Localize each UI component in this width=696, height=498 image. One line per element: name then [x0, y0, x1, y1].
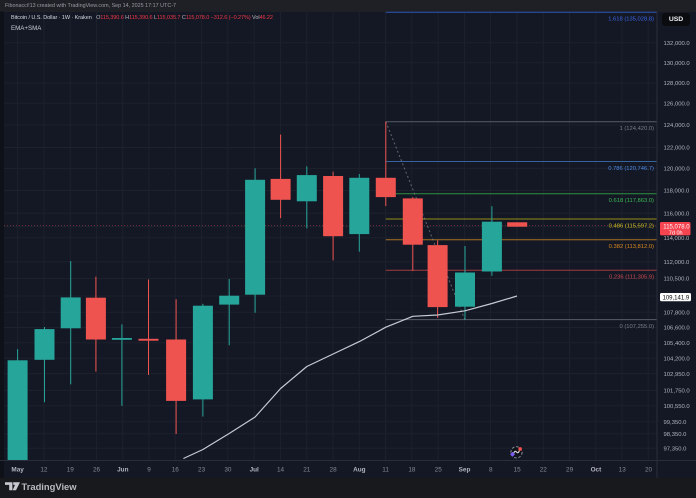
svg-text:19: 19: [67, 467, 75, 474]
svg-text:20: 20: [645, 467, 653, 474]
svg-text:105,400.0: 105,400.0: [664, 341, 691, 347]
svg-text:May: May: [11, 467, 24, 474]
svg-text:100,550.0: 100,550.0: [664, 404, 691, 410]
svg-text:21: 21: [303, 467, 311, 474]
svg-text:104,200.0: 104,200.0: [664, 356, 691, 362]
svg-text:118,000.0: 118,000.0: [664, 189, 690, 195]
svg-text:106,600.0: 106,600.0: [664, 326, 691, 332]
svg-text:122,000.0: 122,000.0: [664, 146, 691, 152]
svg-text:101,750.0: 101,750.0: [664, 389, 691, 395]
svg-text:0.486 (115,597.2): 0.486 (115,597.2): [609, 223, 654, 229]
svg-text:Oct: Oct: [591, 467, 603, 474]
svg-text:0.618 (117,863.0): 0.618 (117,863.0): [609, 198, 654, 204]
svg-text:120,000.0: 120,000.0: [664, 167, 691, 173]
svg-text:29: 29: [566, 467, 574, 474]
svg-text:9: 9: [147, 467, 151, 474]
svg-text:99,350.0: 99,350.0: [664, 420, 688, 426]
svg-text:114,000.0: 114,000.0: [664, 236, 690, 242]
svg-text:11: 11: [382, 467, 389, 474]
svg-text:TradingView: TradingView: [22, 481, 78, 492]
svg-text:116,000.0: 116,000.0: [664, 211, 690, 217]
svg-text:12: 12: [40, 467, 48, 474]
svg-text:124,000.0: 124,000.0: [664, 123, 691, 129]
svg-text:Jun: Jun: [117, 467, 128, 474]
svg-text:0.236 (111,305.9): 0.236 (111,305.9): [609, 275, 654, 281]
svg-text:0.786 (120,746.7): 0.786 (120,746.7): [608, 166, 654, 172]
svg-text:0.382 (113,812.0): 0.382 (113,812.0): [609, 244, 654, 250]
svg-text:128,000.0: 128,000.0: [664, 81, 691, 87]
svg-text:18: 18: [408, 467, 416, 474]
svg-text:130,000.0: 130,000.0: [664, 61, 691, 67]
svg-text:28: 28: [330, 467, 338, 474]
svg-text:107,800.0: 107,800.0: [664, 311, 691, 317]
svg-text:126,000.0: 126,000.0: [664, 101, 691, 107]
svg-text:7d 0h: 7d 0h: [669, 231, 683, 237]
svg-text:Jul: Jul: [250, 467, 259, 474]
svg-text:132,000.0: 132,000.0: [664, 41, 691, 47]
svg-text:23: 23: [198, 467, 206, 474]
svg-text:15: 15: [514, 467, 522, 474]
svg-text:22: 22: [540, 467, 548, 474]
svg-text:30: 30: [224, 467, 232, 474]
svg-text:13: 13: [619, 467, 627, 474]
svg-text:Aug: Aug: [353, 467, 366, 474]
svg-text:8: 8: [489, 467, 493, 474]
svg-text:Sep: Sep: [459, 467, 471, 474]
svg-text:1 (124,420.0): 1 (124,420.0): [620, 126, 655, 132]
svg-text:109,141.9: 109,141.9: [663, 296, 690, 302]
svg-text:115,078.0: 115,078.0: [663, 224, 690, 230]
svg-text:14: 14: [277, 467, 285, 474]
svg-text:1.618 (135,028.8): 1.618 (135,028.8): [608, 17, 654, 23]
svg-text:0 (107,255.0): 0 (107,255.0): [620, 324, 655, 330]
svg-text:97,350.0: 97,350.0: [664, 447, 688, 453]
svg-text:110,500.0: 110,500.0: [664, 277, 690, 283]
svg-text:102,950.0: 102,950.0: [664, 372, 691, 378]
svg-text:112,000.0: 112,000.0: [664, 260, 690, 266]
svg-text:98,350.0: 98,350.0: [664, 432, 688, 438]
svg-text:26: 26: [93, 467, 101, 474]
svg-text:25: 25: [435, 467, 443, 474]
svg-text:16: 16: [172, 467, 180, 474]
